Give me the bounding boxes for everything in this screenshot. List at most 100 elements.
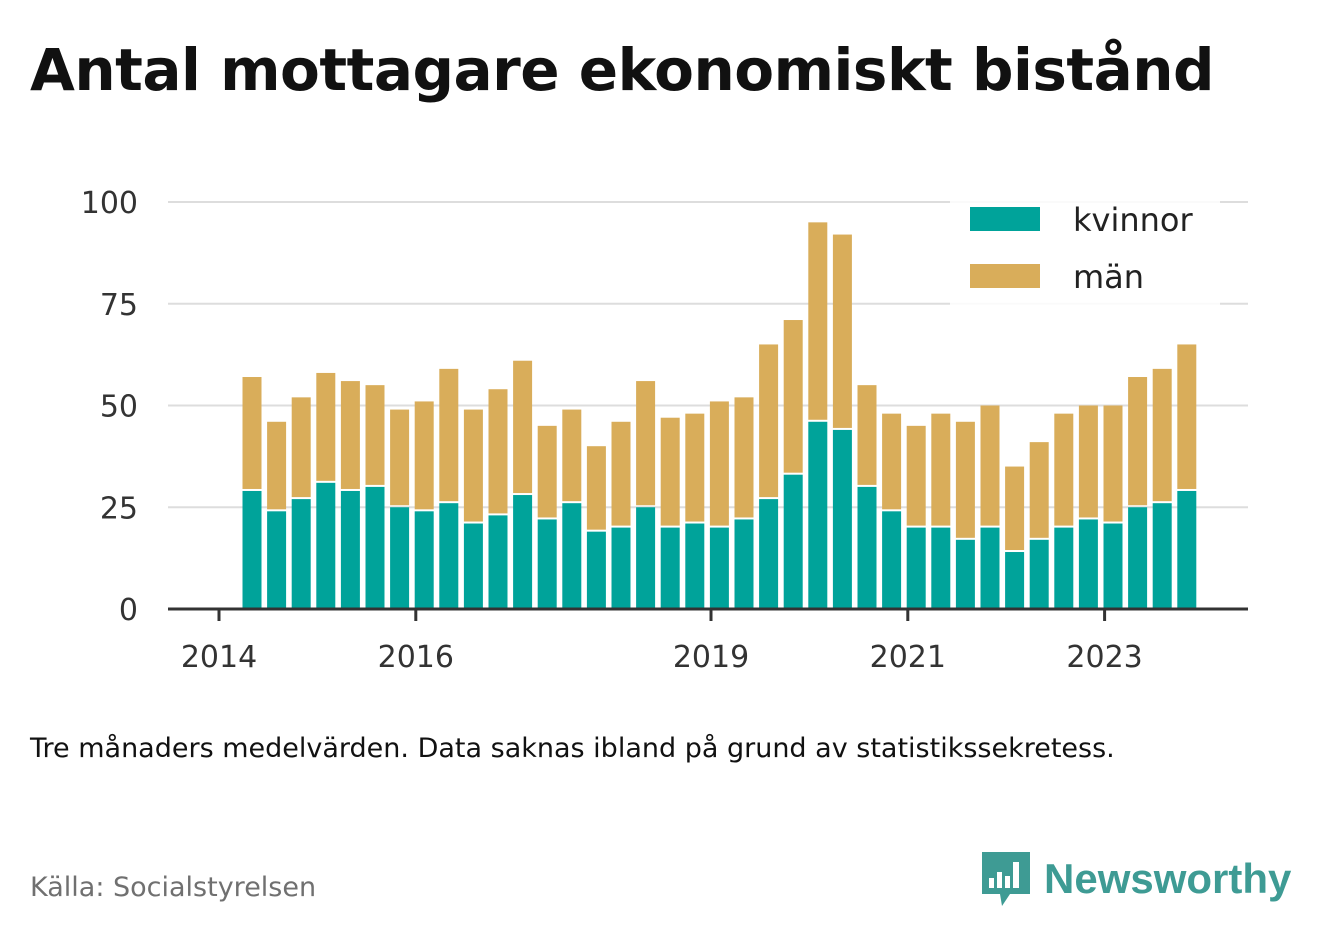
bar-män-2017-Q4 bbox=[586, 446, 606, 530]
bar-män-2021-Q4 bbox=[980, 405, 1000, 526]
bar-kvinnor-2023-Q4 bbox=[1177, 490, 1197, 609]
legend-label-män: män bbox=[1073, 258, 1144, 296]
bar-kvinnor-2021-Q2 bbox=[931, 527, 951, 609]
chart-title: Antal mottagare ekonomiskt bistånd bbox=[30, 36, 1215, 104]
bar-kvinnor-2014-Q3 bbox=[267, 511, 287, 609]
legend-swatch-kvinnor bbox=[970, 207, 1040, 231]
bar-kvinnor-2017-Q1 bbox=[513, 495, 533, 609]
bar-kvinnor-2016-Q4 bbox=[488, 515, 508, 609]
bar-män-2022-Q4 bbox=[1078, 405, 1098, 518]
bar-män-2023-Q1 bbox=[1103, 405, 1123, 522]
bar-män-2018-Q4 bbox=[685, 413, 705, 522]
bar-kvinnor-2016-Q2 bbox=[439, 503, 459, 609]
bar-kvinnor-2017-Q3 bbox=[562, 503, 582, 609]
bar-män-2021-Q1 bbox=[906, 425, 926, 526]
bar-män-2022-Q3 bbox=[1054, 413, 1074, 526]
bar-män-2017-Q1 bbox=[513, 360, 533, 494]
bar-män-2019-Q2 bbox=[734, 397, 754, 518]
bar-kvinnor-2018-Q1 bbox=[611, 527, 631, 609]
bar-män-2022-Q2 bbox=[1029, 442, 1049, 538]
chart-note: Tre månaders medelvärden. Data saknas ib… bbox=[30, 733, 1115, 764]
bar-kvinnor-2017-Q4 bbox=[586, 531, 606, 609]
bar-män-2015-Q3 bbox=[365, 385, 385, 485]
bar-kvinnor-2019-Q3 bbox=[759, 499, 779, 609]
bar-män-2018-Q1 bbox=[611, 421, 631, 526]
bar-män-2014-Q3 bbox=[267, 421, 287, 510]
bar-kvinnor-2019-Q4 bbox=[783, 474, 803, 609]
bar-män-2021-Q2 bbox=[931, 413, 951, 526]
bar-kvinnor-2022-Q4 bbox=[1078, 519, 1098, 609]
bar-män-2016-Q3 bbox=[463, 409, 483, 522]
bar-män-2017-Q3 bbox=[562, 409, 582, 502]
bar-kvinnor-2018-Q3 bbox=[660, 527, 680, 609]
bar-män-2019-Q4 bbox=[783, 320, 803, 473]
bar-kvinnor-2016-Q3 bbox=[463, 523, 483, 609]
bar-kvinnor-2018-Q4 bbox=[685, 523, 705, 609]
legend-swatch-män bbox=[970, 264, 1040, 288]
bar-män-2020-Q1 bbox=[808, 222, 828, 420]
bar-kvinnor-2014-Q4 bbox=[291, 499, 311, 609]
brand-name: Newsworthy bbox=[1044, 855, 1292, 902]
axes: 0 25 50 75 100 2014 2016 2019 2021 2023 bbox=[81, 186, 1248, 675]
x-tick-label: 2023 bbox=[1066, 640, 1142, 675]
x-tick-label: 2021 bbox=[870, 640, 946, 675]
bar-män-2015-Q1 bbox=[316, 372, 336, 481]
bar-kvinnor-2020-Q2 bbox=[832, 429, 852, 609]
bar-kvinnor-2020-Q1 bbox=[808, 421, 828, 609]
legend: kvinnor män bbox=[950, 190, 1220, 308]
bar-män-2023-Q3 bbox=[1152, 368, 1172, 502]
bar-kvinnor-2015-Q1 bbox=[316, 482, 336, 609]
bar-män-2020-Q4 bbox=[882, 413, 902, 510]
bar-kvinnor-2021-Q3 bbox=[955, 539, 975, 609]
bar-män-2018-Q3 bbox=[660, 417, 680, 526]
brand-logo: Newsworthy bbox=[980, 850, 1291, 908]
bar-kvinnor-2023-Q3 bbox=[1152, 503, 1172, 609]
bar-kvinnor-2022-Q1 bbox=[1005, 552, 1025, 609]
bar-män-2018-Q2 bbox=[636, 381, 656, 506]
bar-kvinnor-2020-Q4 bbox=[882, 511, 902, 609]
bar-kvinnor-2017-Q2 bbox=[537, 519, 557, 609]
bar-män-2022-Q1 bbox=[1005, 466, 1025, 551]
bar-män-2019-Q1 bbox=[709, 401, 729, 526]
bar-män-2017-Q2 bbox=[537, 425, 557, 518]
bar-kvinnor-2018-Q2 bbox=[636, 507, 656, 609]
bar-män-2016-Q1 bbox=[414, 401, 434, 510]
bar-kvinnor-2022-Q2 bbox=[1029, 539, 1049, 609]
bar-kvinnor-2021-Q1 bbox=[906, 527, 926, 609]
bar-kvinnor-2021-Q4 bbox=[980, 527, 1000, 609]
y-tick-label: 75 bbox=[100, 288, 138, 323]
bar-män-2023-Q4 bbox=[1177, 344, 1197, 489]
bar-män-2016-Q4 bbox=[488, 389, 508, 514]
bar-kvinnor-2014-Q2 bbox=[242, 490, 262, 609]
bar-kvinnor-2022-Q3 bbox=[1054, 527, 1074, 609]
stacked-bar-chart: 0 25 50 75 100 2014 2016 2019 2021 2023 kvinnor mä… bbox=[81, 186, 1248, 675]
bar-kvinnor-2019-Q1 bbox=[709, 527, 729, 609]
bar-kvinnor-2015-Q2 bbox=[340, 490, 360, 609]
legend-label-kvinnor: kvinnor bbox=[1073, 201, 1194, 239]
bar-kvinnor-2016-Q1 bbox=[414, 511, 434, 609]
bar-kvinnor-2015-Q3 bbox=[365, 486, 385, 609]
bar-män-2020-Q2 bbox=[832, 234, 852, 428]
bar-män-2016-Q2 bbox=[439, 368, 459, 502]
bar-män-2019-Q3 bbox=[759, 344, 779, 498]
source-text: Källa: Socialstyrelsen bbox=[30, 872, 317, 903]
bar-män-2015-Q2 bbox=[340, 381, 360, 489]
bar-kvinnor-2019-Q2 bbox=[734, 519, 754, 609]
bar-kvinnor-2020-Q3 bbox=[857, 486, 877, 609]
bar-kvinnor-2023-Q1 bbox=[1103, 523, 1123, 609]
newsworthy-logo-icon bbox=[982, 852, 1030, 906]
y-tick-label: 25 bbox=[100, 491, 138, 526]
bar-män-2020-Q3 bbox=[857, 385, 877, 485]
y-tick-label: 0 bbox=[119, 593, 138, 628]
bar-män-2015-Q4 bbox=[390, 409, 410, 506]
x-tick-label: 2016 bbox=[378, 640, 454, 675]
y-tick-label: 50 bbox=[100, 390, 138, 425]
bar-män-2023-Q2 bbox=[1128, 377, 1148, 506]
bar-män-2014-Q2 bbox=[242, 377, 262, 489]
x-tick-label: 2014 bbox=[181, 640, 257, 675]
bar-kvinnor-2015-Q4 bbox=[390, 507, 410, 609]
bar-män-2021-Q3 bbox=[955, 421, 975, 538]
y-tick-label: 100 bbox=[81, 186, 138, 221]
bar-kvinnor-2023-Q2 bbox=[1128, 507, 1148, 609]
bar-män-2014-Q4 bbox=[291, 397, 311, 498]
